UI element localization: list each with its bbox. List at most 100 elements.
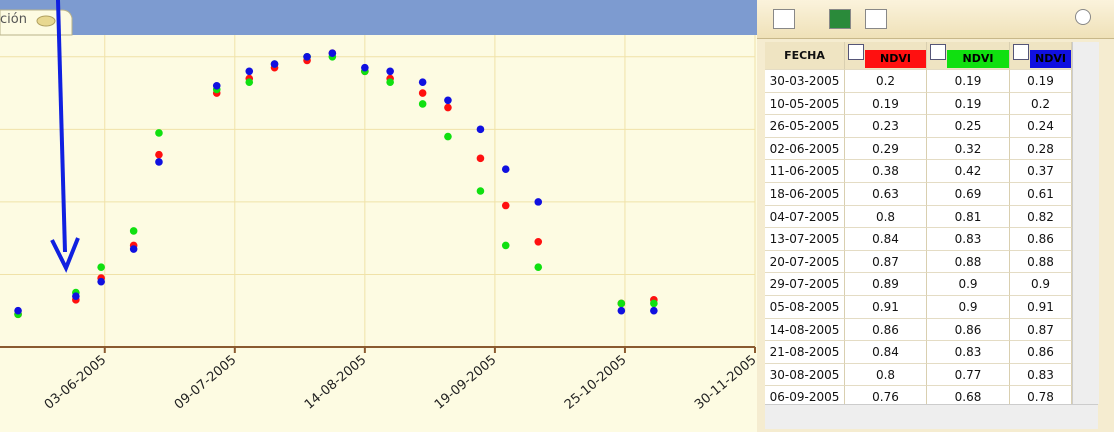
chart-button[interactable] xyxy=(865,9,887,29)
value-cell: 0.83 xyxy=(927,228,1010,251)
value-cell: 0.37 xyxy=(1010,160,1072,183)
value-cell: 0.86 xyxy=(1010,341,1072,364)
value-cell: 0.19 xyxy=(927,70,1010,93)
value-cell: 0.69 xyxy=(927,183,1010,206)
value-cell: 0.87 xyxy=(845,250,927,274)
data-point xyxy=(386,78,394,86)
chart-header xyxy=(0,0,757,35)
value-cell: 0.81 xyxy=(927,205,1010,229)
data-point xyxy=(650,299,658,308)
value-cell: 0.76 xyxy=(845,386,927,404)
date-cell: 30-03-2005 xyxy=(765,70,845,93)
value-cell: 0.86 xyxy=(927,318,1010,342)
value-cell: 0.32 xyxy=(927,137,1010,161)
table-row: 14-08-2005 0.86 0.86 0.87 xyxy=(765,318,1072,342)
value-cell: 0.9 xyxy=(927,296,1010,319)
toolbar xyxy=(757,0,1114,39)
data-point xyxy=(129,227,138,235)
value-cell: 0.88 xyxy=(927,250,1010,274)
date-cell: 21-08-2005 xyxy=(765,341,845,364)
arrow-head xyxy=(50,237,80,273)
value-cell: 0.38 xyxy=(845,160,927,183)
series-label[interactable]: NDVI xyxy=(865,50,926,68)
date-cell: 20-07-2005 xyxy=(765,250,845,274)
data-point xyxy=(617,299,626,308)
value-cell: 0.2 xyxy=(845,70,927,93)
tab[interactable] xyxy=(0,9,73,36)
tab-label[interactable]: ción xyxy=(0,12,27,27)
data-point xyxy=(650,306,658,315)
data-point xyxy=(418,78,427,86)
value-cell: 0.8 xyxy=(845,363,927,387)
table-row: 20-07-2005 0.87 0.88 0.88 xyxy=(765,250,1072,274)
data-point xyxy=(212,81,221,90)
arrow xyxy=(56,0,67,253)
value-cell: 0.86 xyxy=(1010,228,1072,251)
table-row: 26-05-2005 0.23 0.25 0.24 xyxy=(765,115,1072,138)
series-label[interactable]: NDVI xyxy=(1030,50,1071,68)
checkbox xyxy=(848,44,864,60)
data-point xyxy=(97,263,105,271)
value-cell: 0.84 xyxy=(845,341,927,364)
date-cell: 06-09-2005 xyxy=(765,386,845,404)
data-point xyxy=(97,277,105,286)
data-point xyxy=(418,100,427,108)
horizontal-scrollbar[interactable] xyxy=(765,404,1098,429)
data-point xyxy=(72,292,80,301)
data-point xyxy=(444,132,452,141)
data-point xyxy=(361,63,369,72)
column-header: NDVI xyxy=(927,42,1010,70)
table-row: 04-07-2005 0.8 0.81 0.82 xyxy=(765,205,1072,229)
data-point xyxy=(476,187,485,195)
table-row: 06-09-2005 0.76 0.68 0.78 xyxy=(765,386,1072,404)
value-cell: 0.42 xyxy=(927,160,1010,183)
value-cell: 0.87 xyxy=(1010,318,1072,342)
value-cell: 0.88 xyxy=(1010,250,1072,274)
header-row: FECHA NDVI NDVI NDVI xyxy=(765,42,1072,70)
value-cell: 0.83 xyxy=(927,341,1010,364)
value-cell: 0.19 xyxy=(845,92,927,116)
table-row: 30-03-2005 0.2 0.19 0.19 xyxy=(765,70,1072,93)
data-point xyxy=(386,67,394,76)
value-cell: 0.25 xyxy=(927,115,1010,138)
date-cell: 02-06-2005 xyxy=(765,137,845,161)
date-cell: 11-06-2005 xyxy=(765,160,845,183)
data-point xyxy=(155,158,163,166)
value-cell: 0.86 xyxy=(845,318,927,342)
value-cell: 0.19 xyxy=(1010,70,1072,93)
chart: ción 03-06-2005 09-07-2005 14-08-2005 19-09… xyxy=(0,0,757,432)
excel-button[interactable] xyxy=(829,9,851,29)
table-row: 10-05-2005 0.19 0.19 0.2 xyxy=(765,92,1072,116)
export-button[interactable] xyxy=(773,9,795,29)
vertical-scrollbar[interactable] xyxy=(1072,42,1099,404)
side-panel: FECHA NDVI NDVI NDVI 30-03-2005 0.2 0.19 0.19 10… xyxy=(757,0,1114,432)
value-cell: 0.9 xyxy=(927,273,1010,296)
value-cell: 0.28 xyxy=(1010,137,1072,161)
value-cell: 0.82 xyxy=(1010,205,1072,229)
data-point xyxy=(476,125,485,134)
data-point xyxy=(534,263,543,271)
table-row: 18-06-2005 0.63 0.69 0.61 xyxy=(765,183,1072,206)
data-point xyxy=(155,150,163,159)
value-cell: 0.68 xyxy=(927,386,1010,404)
value-cell: 0.84 xyxy=(845,228,927,251)
data-point xyxy=(476,154,485,163)
data-point xyxy=(270,60,279,68)
table-row: 02-06-2005 0.29 0.32 0.28 xyxy=(765,137,1072,161)
value-cell: 0.77 xyxy=(927,363,1010,387)
data-point xyxy=(534,237,543,246)
value-cell: 0.2 xyxy=(1010,92,1072,116)
date-cell: 05-08-2005 xyxy=(765,296,845,319)
tab-icon xyxy=(36,15,56,27)
data-point xyxy=(245,78,254,86)
date-cell: 29-07-2005 xyxy=(765,273,845,296)
data-point xyxy=(245,67,254,76)
column-header: FECHA xyxy=(765,42,845,70)
value-cell: 0.23 xyxy=(845,115,927,138)
data-point xyxy=(418,89,427,97)
value-cell: 0.91 xyxy=(845,296,927,319)
series-label[interactable]: NDVI xyxy=(947,50,1009,68)
collapse-button[interactable] xyxy=(1075,9,1091,25)
data-point xyxy=(155,129,163,137)
value-cell: 0.29 xyxy=(845,137,927,161)
